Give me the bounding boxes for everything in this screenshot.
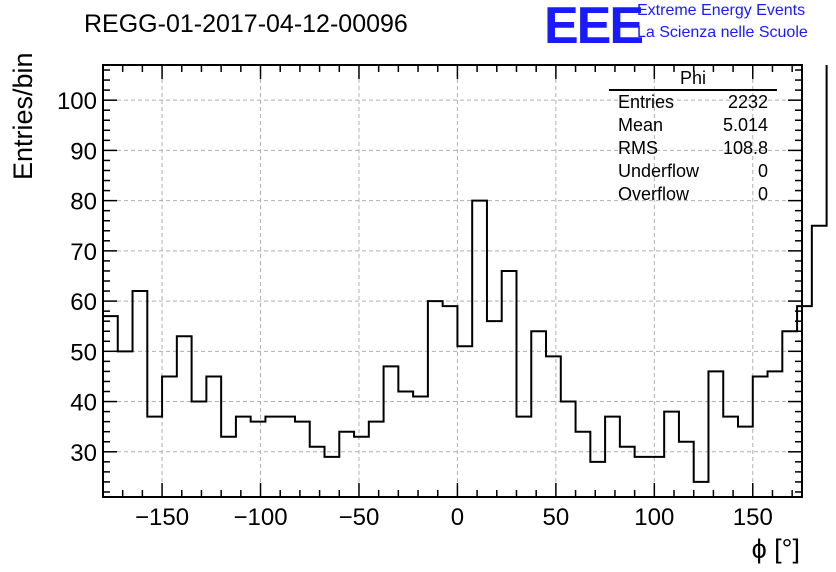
histogram-bin (265, 417, 280, 497)
histogram-bin (443, 306, 458, 497)
histogram-bin (251, 422, 266, 497)
histogram-bin (236, 417, 251, 497)
histogram-bin (531, 331, 546, 497)
histogram-bin (325, 457, 340, 497)
y-tick-label: 80 (70, 189, 97, 216)
y-tick-label: 40 (70, 390, 97, 417)
x-tick-label: 50 (543, 504, 570, 531)
histogram-bin (620, 447, 635, 497)
stats-value: 0 (757, 161, 768, 181)
stats-label: Overflow (618, 184, 690, 204)
histogram-bin (723, 417, 738, 497)
y-tick-label: 50 (70, 339, 97, 366)
histogram-bin (472, 201, 487, 497)
x-tick-label: 150 (733, 504, 773, 531)
histogram-bin (103, 316, 118, 497)
logo-line-2: La Scienza nelle Scuole (637, 24, 808, 41)
y-tick-label: 90 (70, 138, 97, 165)
stats-label: Entries (618, 92, 675, 112)
histogram-bin (118, 351, 133, 497)
histogram-bin (812, 226, 827, 497)
histogram-bin (516, 417, 531, 497)
x-tick-label: −50 (339, 504, 380, 531)
stats-value: 5.014 (722, 115, 768, 135)
histogram-bin (457, 346, 472, 497)
histogram-bin (384, 366, 399, 497)
histogram-bin (502, 271, 517, 497)
histogram-bin (192, 402, 207, 497)
stats-value: 0 (757, 184, 768, 204)
stats-row-mean: Mean 5.014 (609, 114, 777, 137)
y-tick-label: 70 (70, 239, 97, 266)
stats-box: Phi Entries 2232 Mean 5.014 RMS 108.8 Un… (609, 68, 777, 206)
stats-value: 108.8 (722, 138, 768, 158)
x-tick-label: −100 (233, 504, 287, 531)
histogram-bin (162, 376, 177, 497)
y-axis-label: Entries/bin (8, 52, 38, 180)
y-tick-label: 30 (70, 440, 97, 467)
histogram-bin (561, 402, 576, 497)
histogram-bin (753, 376, 768, 497)
histogram-bin (576, 432, 591, 497)
x-tick-label: 0 (451, 504, 464, 531)
histogram-bin (694, 482, 709, 497)
stats-label: Underflow (618, 161, 700, 181)
histogram-bin (310, 447, 325, 497)
eee-logo-mark: EEE (544, 0, 644, 55)
x-tick-label: −150 (135, 504, 189, 531)
stats-row-rms: RMS 108.8 (609, 137, 777, 160)
stats-row-entries: Entries 2232 (609, 91, 777, 114)
histogram-bin (782, 331, 797, 497)
histogram-bin (546, 356, 561, 497)
y-tick-label: 60 (70, 289, 97, 316)
histogram-bin (295, 422, 310, 497)
histogram-bin (708, 371, 723, 497)
stats-row-underflow: Underflow 0 (609, 160, 777, 183)
histogram-bin (413, 397, 428, 497)
y-tick-label: 100 (57, 88, 97, 115)
stats-label: Mean (618, 115, 664, 135)
histogram-bin (679, 442, 694, 497)
chart-title: REGG-01-2017-04-12-00096 (84, 10, 408, 38)
histogram-bin (487, 321, 502, 497)
histogram-bin (428, 301, 443, 497)
x-axis-label: ϕ [°] (751, 534, 800, 564)
histogram-bin (369, 422, 384, 497)
stats-row-overflow: Overflow 0 (609, 183, 777, 206)
histogram-bin (738, 427, 753, 497)
histogram-bin (221, 437, 236, 497)
histogram-bin (147, 417, 162, 497)
stats-title: Phi (609, 68, 777, 91)
histogram-bin (398, 392, 413, 497)
histogram-bin (605, 417, 620, 497)
histogram-bin (177, 336, 192, 497)
histogram-bin (635, 457, 650, 497)
stats-label: RMS (618, 138, 658, 158)
histogram-bin (768, 371, 783, 497)
x-tick-label: 100 (634, 504, 674, 531)
histogram-bin (133, 291, 148, 497)
histogram-outline (103, 65, 828, 483)
histogram-bin (354, 437, 369, 497)
histogram-bin (206, 376, 221, 497)
logo-line-1: Extreme Energy Events (637, 2, 806, 19)
histogram-bin (280, 417, 295, 497)
stats-value: 2232 (727, 92, 768, 112)
histogram-bin (590, 462, 605, 497)
histogram-bin (649, 457, 664, 497)
histogram-bin (664, 412, 679, 497)
histogram-bin (339, 432, 354, 497)
